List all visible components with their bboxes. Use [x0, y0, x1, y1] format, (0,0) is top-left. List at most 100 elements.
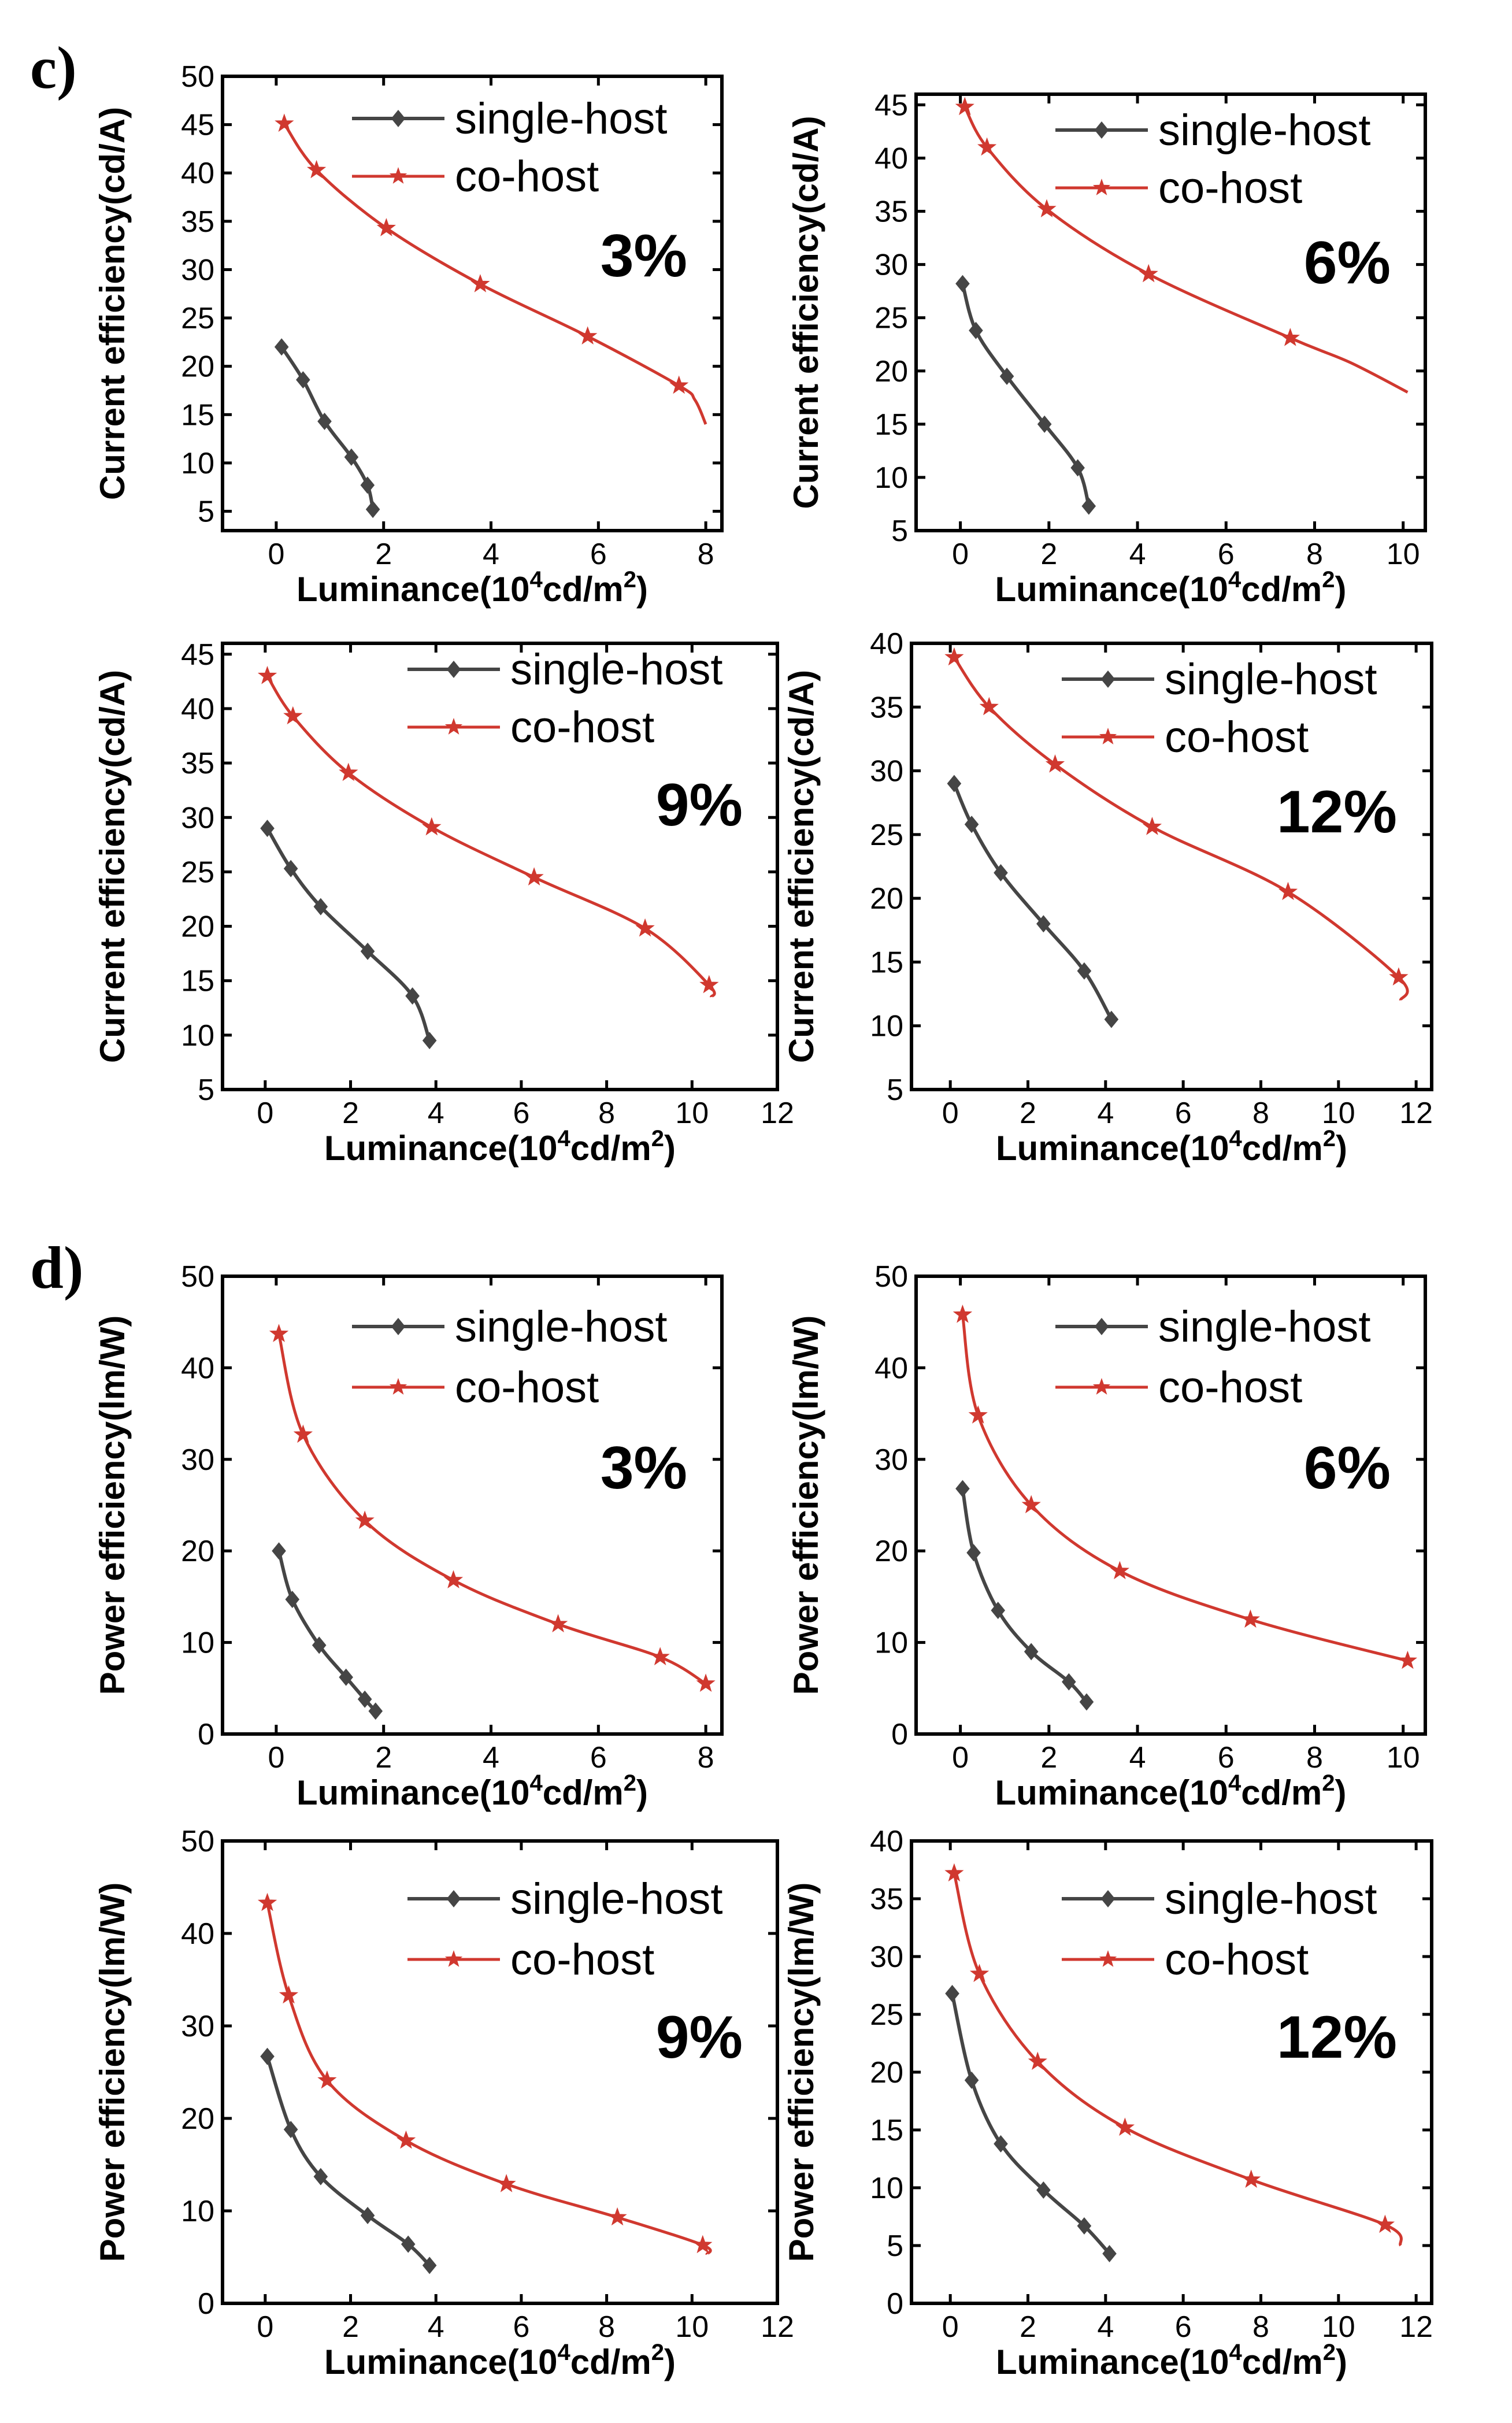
legend-single-marker — [446, 661, 461, 678]
single-host-point — [1079, 1693, 1094, 1711]
x-tick-label: 4 — [1129, 538, 1146, 571]
co-host-point — [306, 160, 327, 179]
legend-co-label: co-host — [455, 1363, 599, 1412]
y-tick-label: 30 — [874, 1443, 908, 1477]
x-axis-title-part: cd/m — [543, 570, 624, 609]
single-host-point — [317, 413, 332, 431]
co-host-line — [283, 123, 707, 425]
single-host-point — [312, 1636, 327, 1654]
single-host-point — [285, 1591, 300, 1609]
legend-single-marker — [1094, 1318, 1109, 1335]
y-tick-label: 15 — [874, 408, 908, 442]
x-tick-label: 0 — [942, 1096, 959, 1130]
co-host-point — [355, 1510, 375, 1529]
single-host-line — [950, 1993, 1111, 2255]
co-host-point — [1110, 1561, 1130, 1580]
co-host-point — [650, 1647, 670, 1666]
y-tick-label: 15 — [870, 946, 903, 979]
legend-single-label: single-host — [455, 94, 668, 143]
x-axis-title-superscript: 2 — [651, 1126, 664, 1151]
co-host-point — [283, 706, 303, 725]
x-axis-title: Luminance(104cd/m2) — [995, 567, 1347, 609]
y-tick-label: 15 — [181, 398, 214, 432]
x-tick-label: 6 — [590, 538, 607, 571]
x-axis-title-superscript: 2 — [1322, 567, 1335, 592]
x-tick-label: 0 — [257, 1096, 273, 1130]
single-host-line — [953, 783, 1113, 1021]
y-tick-label: 30 — [181, 801, 214, 835]
single-host-point — [1037, 415, 1052, 433]
co-host-point — [396, 2130, 416, 2149]
plot-7: 0 2 4 6 8 10 1201020304050Luminance(104cd/m2)P… — [93, 1825, 794, 2381]
y-tick-label: 50 — [181, 1825, 214, 1858]
x-axis-title-part: cd/m — [1241, 1773, 1322, 1812]
co-host-point — [1021, 1495, 1041, 1514]
x-tick-label: 6 — [513, 2310, 529, 2344]
x-tick-label: 2 — [1020, 1096, 1036, 1130]
plot-frame — [914, 92, 1427, 532]
plot-frame — [221, 75, 724, 532]
co-host-point — [1037, 199, 1057, 217]
single-host-point — [964, 2072, 979, 2089]
concentration-label: 3% — [601, 223, 687, 290]
legend-co-label: co-host — [1165, 713, 1309, 762]
x-tick-label: 8 — [598, 2310, 615, 2344]
legend-single-marker — [391, 1318, 406, 1335]
single-host-line — [265, 2055, 431, 2267]
legend-co-marker — [1099, 1950, 1117, 1967]
single-host-point — [339, 1668, 353, 1686]
y-tick-label: 35 — [870, 1883, 903, 1916]
x-tick-label: 4 — [483, 1741, 499, 1774]
x-axis-title-superscript: 4 — [557, 1126, 570, 1151]
x-axis-title-part: Luminance(10 — [324, 1129, 557, 1168]
x-axis-title-part: ) — [1336, 1129, 1347, 1168]
co-host-point — [1139, 264, 1158, 283]
x-tick-label: 2 — [342, 1096, 359, 1130]
legend-co-marker — [389, 1378, 407, 1395]
co-host-point — [977, 137, 997, 156]
x-tick-label: 6 — [590, 1741, 607, 1774]
panel-label-d: d) — [30, 1235, 83, 1301]
y-tick-label: 10 — [870, 1010, 903, 1043]
y-tick-label: 40 — [874, 142, 908, 175]
single-host-line — [280, 346, 375, 510]
single-host-point — [1077, 2217, 1092, 2235]
y-tick-label: 35 — [181, 747, 214, 780]
x-tick-label: 12 — [761, 1096, 794, 1130]
y-axis-title: Current efficiency(cd/A) — [93, 107, 132, 500]
co-host-point — [607, 2207, 627, 2226]
plot-frame — [910, 642, 1433, 1091]
x-axis-title-part: Luminance(10 — [996, 1129, 1229, 1168]
x-tick-label: 8 — [1252, 1096, 1269, 1130]
single-host-point — [368, 1702, 383, 1720]
legend-co-marker — [444, 1950, 463, 1967]
y-axis-title: Current efficiency(cd/A) — [782, 670, 821, 1063]
y-tick-label: 10 — [870, 2172, 903, 2205]
y-tick-label: 20 — [874, 1535, 908, 1568]
y-tick-label: 20 — [181, 1535, 214, 1568]
x-tick-label: 2 — [342, 2310, 359, 2344]
co-host-point — [293, 1424, 313, 1443]
x-tick-label: 4 — [428, 2310, 444, 2344]
x-axis-title-superscript: 4 — [1229, 1126, 1242, 1151]
co-host-point — [1389, 967, 1409, 985]
single-host-point — [969, 321, 983, 339]
x-axis-title-part: cd/m — [1241, 570, 1322, 609]
co-host-point — [275, 113, 294, 132]
y-tick-label: 25 — [870, 1998, 903, 2032]
co-host-point — [955, 97, 974, 116]
single-host-point — [260, 820, 275, 838]
y-tick-label: 10 — [874, 1627, 908, 1660]
x-tick-label: 4 — [1097, 2310, 1114, 2344]
x-axis-title-superscript: 2 — [1323, 2340, 1336, 2365]
y-tick-label: 5 — [887, 2229, 903, 2263]
co-host-point — [257, 666, 277, 684]
co-host-point — [696, 1673, 716, 1692]
plots-container: 0 2 4 6 85101520253035404550Luminance(104cd/… — [93, 60, 1433, 2381]
x-axis-title-part: Luminance(10 — [297, 570, 529, 609]
x-tick-label: 2 — [1040, 538, 1057, 571]
legend-single-label: single-host — [1158, 106, 1371, 155]
x-axis-title-superscript: 4 — [529, 1770, 543, 1796]
single-host-point — [313, 2168, 328, 2185]
co-host-point — [1115, 2117, 1135, 2136]
